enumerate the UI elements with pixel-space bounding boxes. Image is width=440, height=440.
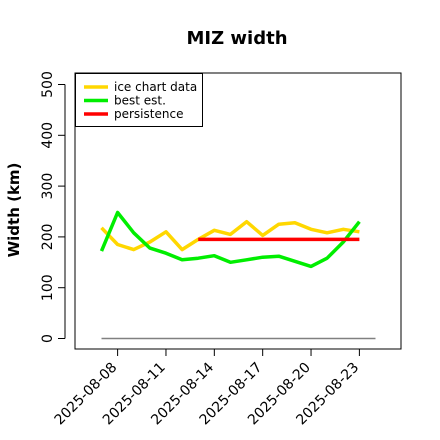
- legend-label: persistence: [114, 107, 183, 121]
- y-tick-label: 500: [40, 71, 56, 98]
- y-tick-label: 200: [40, 224, 56, 251]
- y-tick-label: 100: [40, 274, 56, 301]
- y-tick-label: 400: [40, 122, 56, 149]
- x-axis: 2025-08-082025-08-112025-08-142025-08-17…: [52, 348, 362, 428]
- series-line-best-est: [99, 210, 361, 269]
- y-tick-label: 0: [40, 334, 56, 343]
- y-axis: 0 100 200 300 400 500: [40, 71, 66, 343]
- chart-title: MIZ width: [186, 28, 287, 49]
- plot-area: [99, 210, 376, 340]
- y-axis-label: Width (km): [5, 163, 23, 258]
- y-tick-label: 300: [40, 173, 56, 200]
- legend-label: ice chart data: [114, 80, 197, 94]
- series-line-ice-chart-data: [100, 219, 360, 252]
- legend-label: best est.: [114, 94, 166, 108]
